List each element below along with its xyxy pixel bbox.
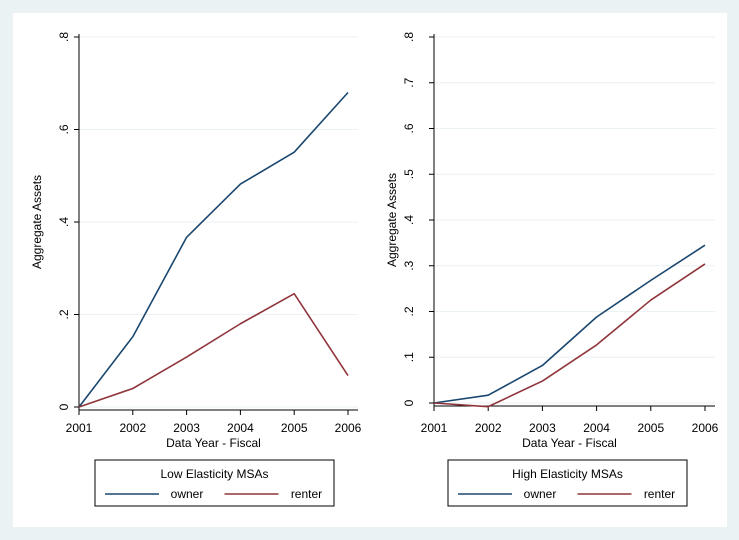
- y-tick-label: .8: [57, 32, 71, 42]
- x-tick-label: 2004: [227, 421, 254, 435]
- x-tick-label: 2005: [637, 421, 664, 435]
- x-tick-label: 2001: [66, 421, 93, 435]
- y-tick-label: .4: [57, 217, 71, 227]
- x-tick-label: 2006: [335, 421, 362, 435]
- y-tick-label: .8: [402, 32, 416, 42]
- series-line-renter: [433, 263, 706, 408]
- x-tick-label: 2001: [421, 421, 448, 435]
- y-tick-label: .6: [402, 123, 416, 133]
- legend: Low Elasticity MSAs owner renter: [94, 459, 335, 507]
- x-tick-label: 2003: [173, 421, 200, 435]
- series-line-owner: [433, 244, 706, 404]
- series-line-renter: [78, 292, 349, 408]
- x-axis-title: Data Year - Fiscal: [522, 436, 617, 450]
- y-axis-title: Aggregate Assets: [30, 175, 44, 269]
- y-tick-label: .2: [402, 306, 416, 316]
- legend-box: [94, 459, 335, 507]
- y-tick-label: .2: [57, 309, 71, 319]
- legend-title: Low Elasticity MSAs: [160, 467, 268, 481]
- legend-label-owner: owner: [524, 487, 557, 501]
- chart-panel-1: 0 .2 .4 .6 .8 2001 2002 2003 2004 2005 2006 Data Ye…: [30, 32, 362, 507]
- legend-title: High Elasticity MSAs: [512, 467, 623, 481]
- series-line-owner: [78, 91, 349, 408]
- legend-label-renter: renter: [291, 487, 322, 501]
- x-tick-label: 2002: [475, 421, 502, 435]
- y-tick-label: 0: [402, 399, 416, 406]
- y-axis-title: Aggregate Assets: [385, 173, 399, 267]
- y-tick-label: .3: [402, 260, 416, 270]
- x-tick-label: 2005: [281, 421, 308, 435]
- x-tick-label: 2004: [583, 421, 610, 435]
- x-axis-title: Data Year - Fiscal: [166, 436, 261, 450]
- y-tick-label: .7: [402, 77, 416, 87]
- legend-label-owner: owner: [171, 487, 204, 501]
- legend-box: [447, 459, 688, 507]
- chart-panel-2: 0 .1 .2 .3 .4 .5 .6 .7 .8 2001 2002 2003 2004 2005 200…: [385, 32, 719, 507]
- y-tick-label: .5: [402, 169, 416, 179]
- x-tick-label: 2002: [119, 421, 146, 435]
- x-tick-label: 2003: [529, 421, 556, 435]
- legend-label-renter: renter: [644, 487, 675, 501]
- y-tick-label: .6: [57, 124, 71, 134]
- y-tick-label: .1: [402, 352, 416, 362]
- y-tick-label: 0: [57, 403, 71, 410]
- x-tick-label: 2006: [692, 421, 719, 435]
- y-tick-label: .4: [402, 215, 416, 225]
- legend: High Elasticity MSAs owner renter: [447, 459, 688, 507]
